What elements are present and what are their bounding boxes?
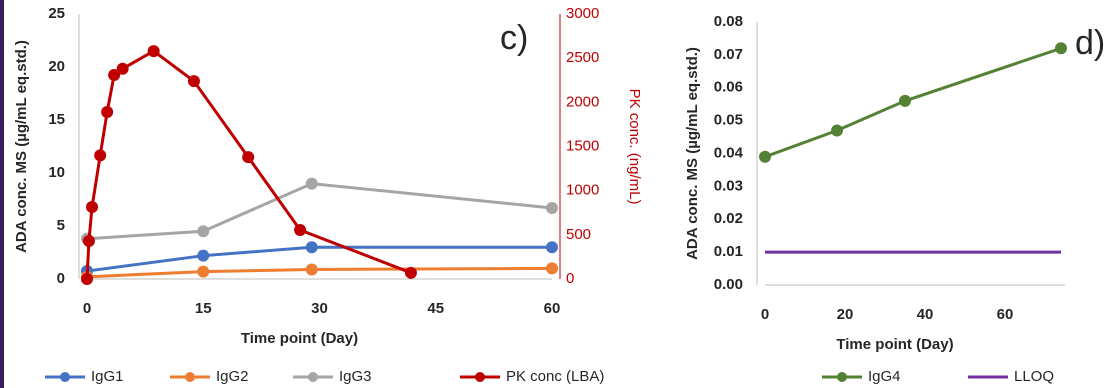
y-tick-label: 20 — [48, 58, 65, 75]
edge-strip — [0, 0, 4, 388]
x-tick-label: 60 — [544, 300, 561, 317]
y-tick-label: 10 — [48, 164, 65, 181]
data-point — [101, 106, 114, 119]
data-point — [546, 262, 558, 275]
data-point — [305, 263, 318, 276]
x-tick-label: 0 — [761, 306, 769, 323]
x-axis-label: Time point (Day) — [836, 336, 953, 353]
data-point — [197, 249, 210, 262]
y-tick-label: 0.05 — [714, 112, 743, 129]
data-point — [242, 151, 255, 164]
legend-marker — [60, 372, 70, 382]
y-tick-label: 0.04 — [714, 144, 744, 161]
data-point — [86, 201, 99, 214]
legend-marker — [837, 372, 847, 382]
y-axis-label: ADA conc. MS (µg/mL eq.std.) — [684, 47, 701, 260]
y-tick-label: 0 — [57, 270, 65, 287]
y2-tick-label: 0 — [566, 270, 574, 287]
x-tick-label: 20 — [837, 306, 854, 323]
x-tick-label: 45 — [427, 300, 444, 317]
y2-tick-label: 1000 — [566, 182, 599, 199]
y2-tick-label: 3000 — [566, 5, 599, 22]
y-tick-label: 0.06 — [714, 79, 743, 96]
series-line — [86, 245, 552, 273]
annotation: d) — [1075, 24, 1105, 62]
legend-label: IgG2 — [216, 368, 249, 385]
y2-tick-label: 500 — [566, 226, 591, 243]
legend-marker — [185, 372, 195, 382]
x-tick-label: 60 — [997, 306, 1014, 323]
data-point — [197, 225, 210, 238]
y-tick-label: 0.00 — [714, 276, 743, 293]
x-tick-label: 40 — [917, 306, 934, 323]
y-tick-label: 0.01 — [714, 243, 743, 260]
y-tick-label: 0.02 — [714, 210, 743, 227]
y2-tick-label: 1500 — [566, 137, 599, 154]
legend-marker — [308, 372, 318, 382]
data-point — [197, 265, 210, 278]
y-tick-label: 25 — [48, 5, 65, 22]
x-axis-label: Time point (Day) — [241, 330, 358, 347]
data-point — [899, 94, 911, 107]
legend-label: IgG3 — [339, 368, 372, 385]
y-tick-label: 15 — [48, 111, 65, 128]
y-tick-label: 0.07 — [714, 46, 743, 63]
legend-label: IgG1 — [91, 368, 124, 385]
y-axis-label: ADA conc. MS (µg/mL eq.std.) — [13, 40, 30, 253]
data-point — [81, 273, 93, 285]
y-tick-label: 0.08 — [714, 13, 743, 30]
data-point — [147, 45, 160, 58]
data-point — [1055, 42, 1067, 55]
legend-label: PK conc (LBA) — [506, 368, 604, 385]
data-point — [546, 241, 558, 254]
y-tick-label: 0.03 — [714, 177, 743, 194]
data-point — [831, 124, 843, 137]
series-line — [86, 182, 553, 241]
data-point — [108, 68, 121, 81]
data-point — [546, 201, 558, 214]
x-tick-label: 0 — [83, 300, 91, 317]
y2-tick-label: 2500 — [566, 49, 599, 66]
x-tick-label: 15 — [195, 300, 212, 317]
data-point — [404, 266, 417, 279]
legend-label: IgG4 — [868, 368, 901, 385]
data-point — [305, 241, 318, 254]
data-point — [82, 235, 95, 248]
data-point — [94, 149, 107, 162]
series-line — [86, 266, 553, 279]
data-point — [305, 177, 318, 190]
y2-axis-label: PK conc. (ng/mL) — [626, 89, 643, 205]
y-tick-label: 5 — [57, 217, 65, 234]
data-point — [759, 150, 771, 163]
legend-label: LLOQ — [1014, 368, 1054, 385]
x-tick-label: 30 — [311, 300, 328, 317]
y2-tick-label: 2000 — [566, 93, 599, 110]
legend-marker — [475, 372, 485, 382]
data-point — [294, 223, 307, 236]
data-point — [187, 75, 200, 88]
annotation: c) — [500, 19, 528, 57]
data-point — [116, 62, 129, 75]
series-line — [764, 46, 1062, 159]
series-line — [85, 49, 412, 280]
